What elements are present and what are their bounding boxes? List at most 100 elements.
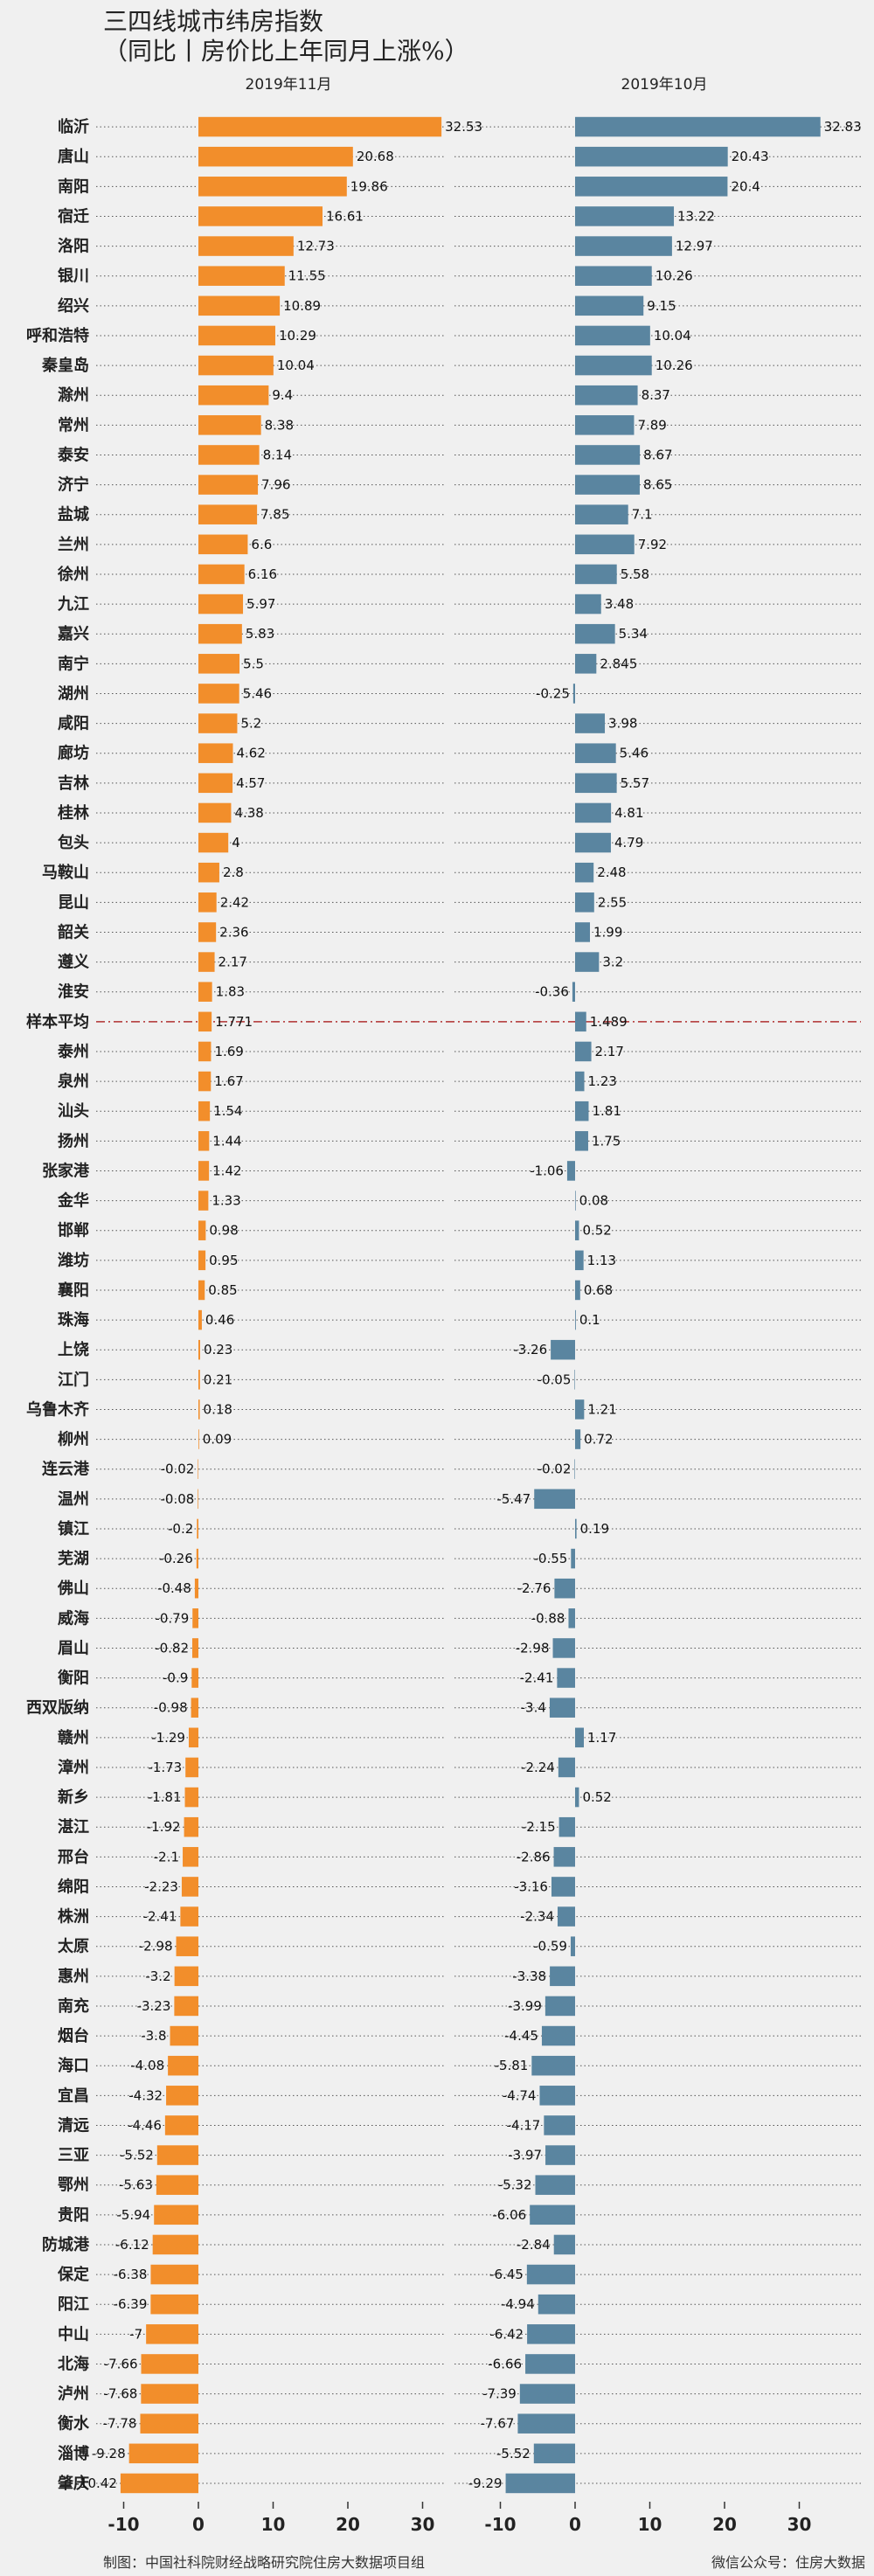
bar bbox=[196, 1548, 198, 1569]
data-label: 5.5 bbox=[243, 656, 264, 671]
data-label: 3.98 bbox=[608, 716, 637, 732]
bar bbox=[575, 713, 606, 733]
bar bbox=[551, 1339, 575, 1360]
data-label: 1.489 bbox=[590, 1014, 628, 1030]
footer-wechat: 微信公众号：住房大数据 bbox=[711, 2554, 865, 2571]
bar bbox=[141, 2354, 198, 2374]
data-label: 1.75 bbox=[592, 1133, 621, 1149]
data-label: -1.73 bbox=[148, 1760, 182, 1775]
bar bbox=[575, 116, 821, 137]
data-label: -7.78 bbox=[103, 2416, 137, 2432]
bar bbox=[575, 564, 617, 585]
data-label: -1.81 bbox=[148, 1789, 182, 1805]
bar bbox=[198, 713, 238, 733]
data-label: -5.63 bbox=[119, 2177, 153, 2193]
bar bbox=[141, 2384, 198, 2404]
data-label: -0.82 bbox=[155, 1640, 189, 1656]
data-label: -6.06 bbox=[492, 2207, 526, 2223]
bar bbox=[566, 1161, 575, 1181]
bar bbox=[198, 1309, 202, 1330]
data-label: 19.86 bbox=[350, 178, 388, 194]
data-label: -0.02 bbox=[538, 1462, 572, 1477]
right-panel-title: 2019年10月 bbox=[621, 76, 708, 94]
category-label: 淄博 bbox=[58, 2444, 89, 2463]
bar bbox=[538, 2294, 575, 2315]
category-label: 济宁 bbox=[58, 476, 89, 495]
bar bbox=[198, 802, 232, 823]
data-label: 2.42 bbox=[220, 894, 249, 910]
category-label: 韶关 bbox=[58, 922, 89, 941]
category-label: 临沂 bbox=[58, 117, 89, 136]
bar bbox=[198, 594, 244, 614]
data-label: -2.41 bbox=[143, 1909, 177, 1925]
bar bbox=[198, 295, 281, 316]
data-label: 1.67 bbox=[214, 1073, 243, 1089]
data-label: -3.16 bbox=[514, 1878, 548, 1894]
data-label: 2.845 bbox=[600, 656, 637, 671]
category-label: 三亚 bbox=[58, 2147, 89, 2165]
data-label: 12.97 bbox=[676, 239, 713, 254]
data-label: 9.15 bbox=[647, 298, 676, 314]
bar bbox=[575, 1309, 576, 1330]
data-label: -1.29 bbox=[151, 1730, 185, 1746]
bar bbox=[198, 266, 285, 286]
tick-label: 10 bbox=[261, 2514, 286, 2535]
data-label: 1.44 bbox=[212, 1133, 241, 1149]
bar bbox=[198, 236, 294, 256]
bar bbox=[575, 1429, 581, 1449]
category-label: 眉山 bbox=[58, 1639, 89, 1657]
data-label: 10.04 bbox=[654, 328, 691, 344]
data-label: 0.23 bbox=[204, 1342, 232, 1357]
data-label: 0.21 bbox=[204, 1371, 232, 1387]
category-label: 威海 bbox=[58, 1608, 89, 1628]
category-label: 潍坊 bbox=[58, 1251, 89, 1270]
bar bbox=[550, 1966, 575, 1987]
bar bbox=[545, 1996, 575, 2017]
bar bbox=[168, 2055, 198, 2076]
data-label: -5.81 bbox=[495, 2058, 529, 2073]
chart-title: 三四线城市纬房指数 bbox=[103, 7, 323, 36]
bar bbox=[164, 2115, 198, 2135]
data-label: 0.08 bbox=[579, 1193, 608, 1209]
bar bbox=[558, 1816, 575, 1837]
data-label: 5.46 bbox=[620, 746, 649, 761]
data-label: 20.4 bbox=[731, 178, 760, 194]
data-label: -5.52 bbox=[496, 2446, 531, 2461]
category-label: 洛阳 bbox=[58, 237, 89, 256]
tick-label: 30 bbox=[411, 2514, 435, 2535]
bar bbox=[527, 2324, 575, 2344]
category-label: 绍兴 bbox=[58, 296, 89, 316]
data-label: -3.99 bbox=[508, 1998, 542, 2014]
data-label: -0.98 bbox=[154, 1700, 188, 1716]
data-label: -2.84 bbox=[517, 2237, 551, 2253]
category-label: 贵阳 bbox=[58, 2206, 89, 2225]
category-label: 桂林 bbox=[57, 803, 89, 823]
category-label: 湖州 bbox=[58, 684, 89, 703]
bar bbox=[571, 1548, 575, 1569]
data-label: -1.92 bbox=[147, 1819, 181, 1835]
data-label: 7.96 bbox=[261, 477, 290, 493]
data-label: 1.13 bbox=[587, 1253, 616, 1268]
category-label: 包头 bbox=[58, 833, 89, 852]
bar bbox=[184, 1787, 198, 1808]
data-label: 8.65 bbox=[643, 477, 672, 493]
category-label: 邯郸 bbox=[58, 1221, 89, 1240]
bar bbox=[575, 1399, 585, 1420]
bar bbox=[575, 623, 615, 644]
data-label: 4 bbox=[232, 835, 240, 851]
category-label: 常州 bbox=[58, 415, 89, 434]
data-label: -0.2 bbox=[168, 1521, 193, 1537]
data-label: 12.73 bbox=[297, 239, 335, 254]
bar bbox=[575, 743, 616, 763]
bar bbox=[575, 1071, 585, 1092]
bar bbox=[534, 1489, 575, 1510]
bar bbox=[575, 1041, 592, 1062]
bar bbox=[198, 475, 259, 495]
data-label: 0.95 bbox=[209, 1253, 238, 1268]
bar bbox=[176, 1936, 198, 1956]
data-label: -5.32 bbox=[498, 2177, 532, 2193]
data-label: 5.58 bbox=[621, 566, 649, 582]
category-label: 温州 bbox=[58, 1490, 89, 1509]
data-label: 4.57 bbox=[236, 775, 265, 791]
bar bbox=[198, 1101, 211, 1121]
